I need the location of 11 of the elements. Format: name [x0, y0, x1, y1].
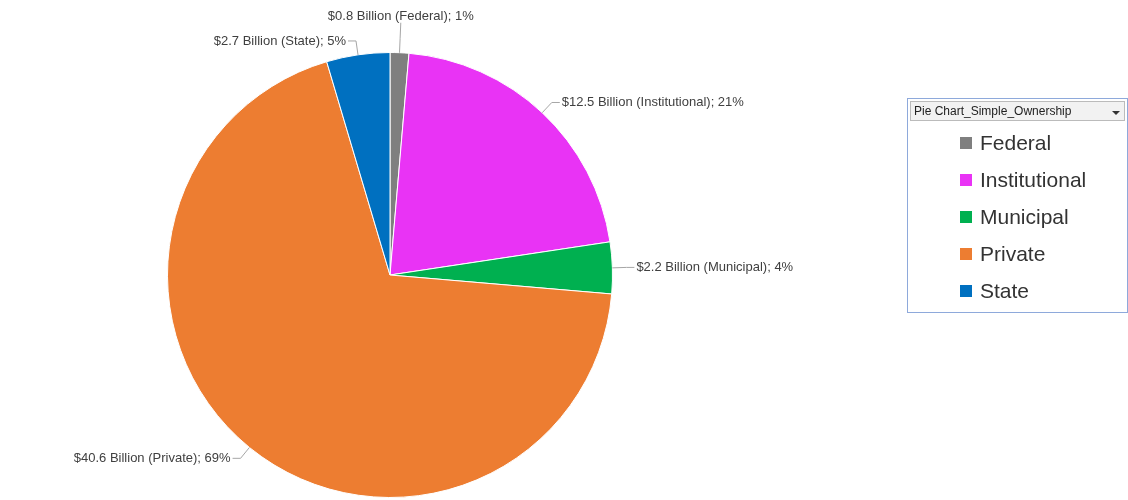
data-label: $12.5 Billion (Institutional); 21%	[561, 94, 745, 110]
legend-title: Pie Chart_Simple_Ownership	[910, 101, 1125, 121]
data-label: $2.2 Billion (Municipal); 4%	[636, 259, 794, 274]
legend-label: State	[980, 278, 1030, 303]
legend-label: Municipal	[980, 204, 1069, 229]
data-label: $40.6 Billion (Private); 69%	[73, 449, 232, 465]
legend-label: Federal	[980, 130, 1052, 155]
data-label: $0.8 Billion (Federal); 1%	[327, 7, 475, 23]
legend-label: Institutional	[980, 167, 1087, 192]
legend-label: Private	[980, 241, 1046, 266]
data-label: $2.7 Billion (State); 5%	[213, 32, 347, 48]
